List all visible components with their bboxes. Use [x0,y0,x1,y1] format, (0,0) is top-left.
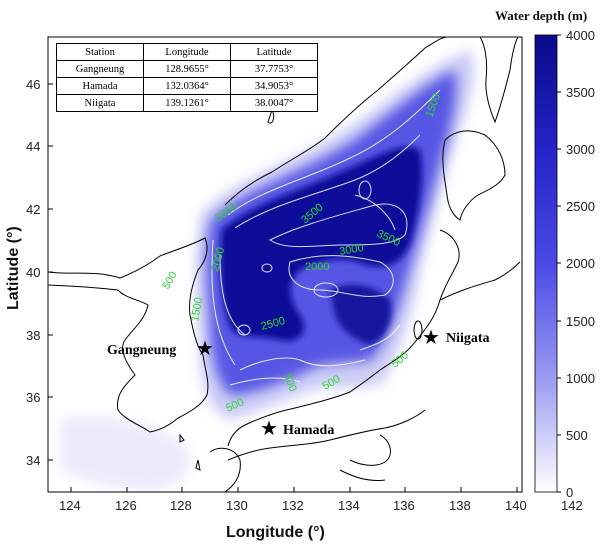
y-tick-labels: 46 44 42 40 38 36 34 [26,77,40,468]
y-tick-label: 36 [26,390,40,405]
x-tick-label: 126 [115,498,137,513]
table-row: Gangneung 128.9655° 37.7753° [56,60,318,78]
table-header-row: Station Longitude Latitude [56,43,318,61]
colorbar-tick-label: 1000 [566,371,595,386]
x-tick-label: 130 [226,498,248,513]
table-cell: Niigata [56,94,144,112]
table-cell: 139.1261° [143,94,231,112]
table-cell: 34.9053° [230,77,318,95]
y-tick-label: 38 [26,328,40,343]
x-axis-label: Longitude (°) [226,524,325,541]
x-tick-label: 140 [505,498,527,513]
colorbar-tick-label: 1500 [566,314,595,329]
y-tick-label: 46 [26,77,40,92]
x-tick-label: 124 [59,498,81,513]
table-header: Longitude [143,43,231,61]
gangneung-star-icon: ★ [196,336,214,360]
colorbar-tick-label: 2500 [566,199,595,214]
station-table: Station Longitude Latitude Gangneung 128… [56,43,318,112]
colorbar-tick-label: 4000 [566,28,595,43]
plot-frame [47,36,523,493]
table-cell: 37.7753° [230,60,318,78]
map-plot-area: 500 500 500 500 500 1500 2000 3000 2500 … [48,37,522,492]
x-tick-label: 128 [170,498,192,513]
x-tick-label: 136 [393,498,415,513]
table-header: Station [56,43,144,61]
table-cell: 38.0047° [230,94,318,112]
colorbar-gradient [534,34,558,493]
deep-basin-east [330,284,392,345]
table-cell: 132.0364° [143,77,231,95]
colorbar-tick-label: 500 [566,428,588,443]
deep-basin [220,146,422,341]
colorbar: Water depth (m) 4000 3500 3000 2500 2000… [495,8,595,500]
hamada-label: Hamada [283,423,334,438]
x-axis [70,487,518,492]
x-tick-label: 134 [338,498,360,513]
table-cell: Hamada [56,77,144,95]
table-row: Niigata 139.1261° 38.0047° [56,94,318,112]
colorbar-tick-label: 0 [566,485,573,500]
y-tick-label: 40 [26,265,40,280]
hamada-star-icon: ★ [260,416,278,440]
contour-lines [211,89,441,386]
x-tick-label: 138 [449,498,471,513]
coastline [48,37,521,492]
y-tick-label: 42 [26,202,40,217]
table-cell: 128.9655° [143,60,231,78]
niigata-star-icon: ★ [422,325,440,349]
contour-label: 1500 [189,296,205,322]
colorbar-tick-label: 3000 [566,142,595,157]
contour-label: 3000 [338,242,364,258]
contour-label: 500 [281,372,299,393]
y-tick-label: 34 [26,453,40,468]
y-axis [48,83,53,461]
niigata-label: Niigata [446,331,490,346]
table-row: Hamada 132.0364° 34.9053° [56,77,318,95]
y-tick-label: 44 [26,139,40,154]
table-cell: Gangneung [56,60,144,78]
colorbar-tick-label: 2000 [566,256,595,271]
station-markers: ★ ★ ★ Gangneung Hamada Niigata [107,325,490,440]
colorbar-title: Water depth (m) [495,8,587,23]
y-axis-label: Latitude (°) [5,226,22,310]
yellow-sea-halo [60,416,191,490]
x-tick-label: 142 [561,498,583,513]
table-header: Latitude [230,43,318,61]
x-tick-labels: 124 126 128 130 132 134 136 138 140 142 [59,498,583,513]
x-tick-label: 132 [282,498,304,513]
colorbar-tick-label: 3500 [566,85,595,100]
gangneung-label: Gangneung [107,343,176,358]
contour-label: 2000 [305,261,329,273]
